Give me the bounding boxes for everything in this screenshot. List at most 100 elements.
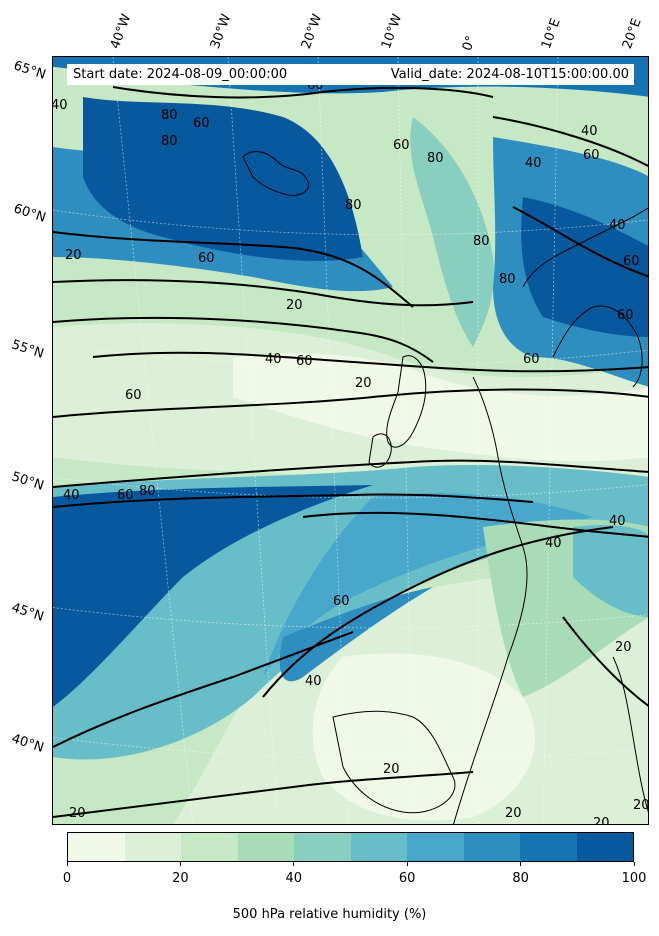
contour-label: 60	[583, 148, 600, 163]
lat-label-40n: 40°N	[9, 731, 46, 756]
humidity-map[interactable]: 80 60 80 60 40 20 60 20 40 60 20 60 40 6…	[52, 56, 649, 825]
colorbar-cell	[520, 833, 577, 861]
contour-label-group: 80 60 80 60 40 20 60 20 40 60 20 60 40 6…	[53, 78, 649, 825]
contour-60-ne	[492, 116, 648, 168]
colorbar-tick-label: 40	[285, 871, 303, 886]
contour-60-north	[53, 279, 474, 307]
contour-40-south	[53, 459, 648, 488]
contour-label: 40	[525, 156, 542, 171]
contour-80-ne	[512, 206, 648, 278]
colorbar-tick	[293, 862, 295, 866]
contour-40-east	[302, 511, 648, 538]
colorbar-cell	[576, 833, 633, 861]
contour-20-se	[562, 616, 648, 707]
contour-label: 40	[609, 218, 626, 233]
contour-label: 40	[609, 514, 626, 529]
colorbar-tick-label: 80	[512, 871, 529, 886]
lon-label-10w: 10°W	[378, 12, 406, 51]
contour-80-top	[112, 86, 494, 99]
moist-tongue	[263, 493, 593, 677]
norway-coast	[522, 207, 648, 288]
contour-label: 60	[523, 352, 540, 367]
colorbar-tick	[179, 862, 181, 866]
contour-20-north	[53, 316, 434, 363]
colorbar-cell	[350, 833, 407, 861]
contour-label: 20	[615, 640, 632, 655]
italy-coast	[612, 656, 648, 813]
colorbar-tick-label: 20	[172, 871, 189, 886]
colorbar-tick	[633, 862, 635, 866]
ridge-west-of-norway	[410, 117, 494, 347]
contour-label: 20	[633, 798, 649, 813]
contour-lines	[53, 86, 648, 818]
lat-label-65n: 65°N	[11, 58, 48, 83]
western-europe-coast	[453, 376, 528, 824]
contour-label: 60	[333, 594, 350, 609]
map-canvas: 80 60 80 60 40 20 60 20 40 60 20 60 40 6…	[53, 57, 649, 825]
colorbar-label: 500 hPa relative humidity (%)	[232, 907, 427, 922]
coastlines	[242, 151, 648, 824]
contour-label: 40	[545, 536, 562, 551]
dry-corridor-core	[233, 353, 648, 462]
iberia-coast	[332, 710, 456, 814]
contour-label: 20	[593, 816, 610, 825]
colorbar-cell	[68, 833, 125, 861]
contour-label: 60	[623, 254, 640, 269]
lon-label-0: 0°	[459, 33, 480, 53]
colorbar-cell	[181, 833, 238, 861]
ireland-coast	[368, 433, 392, 468]
contour-label: 80	[161, 134, 178, 149]
moist-north-core	[83, 97, 363, 261]
lon-label-30w: 30°W	[207, 12, 235, 51]
contour-label: 20	[286, 298, 303, 313]
moist-tongue-inner	[279, 587, 433, 682]
lat-label-55n: 55°N	[9, 337, 46, 362]
contour-label: 60	[393, 138, 410, 153]
colorbar-cell	[124, 833, 181, 861]
moist-south-east-core	[573, 525, 648, 617]
contour-20-mid	[53, 388, 648, 418]
colorbar-tick-label: 100	[621, 871, 647, 886]
lon-label-20e: 20°E	[619, 16, 645, 51]
contour-label: 20	[69, 806, 86, 821]
colorbar-cell	[407, 833, 464, 861]
iceland-coast	[242, 151, 309, 196]
contour-label: 60	[193, 116, 210, 131]
colorbar-cell	[237, 833, 294, 861]
colorbar-tick-label: 60	[398, 871, 416, 886]
colorbar-tick	[520, 862, 522, 866]
contour-label: 20	[383, 762, 400, 777]
contour-label: 80	[161, 108, 178, 123]
graticule	[53, 57, 648, 824]
contour-60-south	[53, 493, 534, 508]
contour-label: 40	[305, 674, 322, 689]
contour-label: 40	[63, 488, 80, 503]
contour-label: 60	[125, 388, 142, 403]
contour-60-tongue	[262, 526, 614, 698]
contour-label: 20	[505, 806, 522, 821]
contour-80	[53, 231, 414, 308]
contour-label: 80	[473, 234, 490, 249]
moist-band-core	[53, 485, 373, 707]
valid-date-text: Valid_date: 2024-08-10T15:00:00.00	[390, 67, 629, 82]
contour-40-sw	[53, 631, 354, 748]
colorbar-tick-label: 0	[62, 871, 72, 886]
colorbar-cell	[294, 833, 351, 861]
lat-label-50n: 50°N	[9, 469, 46, 494]
contour-label: 40	[265, 352, 282, 367]
contour-label: 40	[53, 98, 68, 113]
contour-label: 40	[581, 124, 598, 139]
contour-label: 80	[139, 484, 156, 499]
contour-label: 60	[198, 251, 215, 266]
lat-label-45n: 45°N	[9, 600, 46, 625]
contour-label: 80	[345, 198, 362, 213]
colorbar-tick	[66, 862, 68, 866]
contour-label: 80	[427, 151, 444, 166]
lon-label-10e: 10°E	[538, 16, 564, 51]
contour-label: 60	[296, 354, 313, 369]
lon-label-40w: 40°W	[107, 12, 135, 51]
contour-label: 60	[117, 488, 134, 503]
colorbar-cell	[463, 833, 520, 861]
contour-20-south	[53, 771, 474, 818]
start-date-text: Start date: 2024-08-09_00:00:00	[73, 67, 288, 82]
